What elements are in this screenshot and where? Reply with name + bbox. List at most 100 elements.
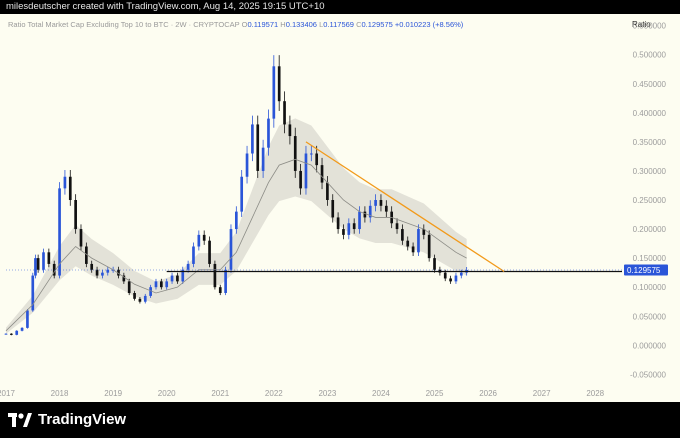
candle-body xyxy=(326,182,329,200)
candle-body xyxy=(181,269,185,282)
candle-body xyxy=(417,229,420,253)
attribution-text: milesdeutscher created with TradingView.… xyxy=(6,1,325,12)
trendline xyxy=(305,141,505,273)
x-tick-label: 2025 xyxy=(426,389,444,398)
candle-body xyxy=(449,278,452,282)
candle-body xyxy=(245,153,249,177)
candle-body xyxy=(186,263,190,270)
candle-body xyxy=(342,229,345,235)
candle-body xyxy=(79,229,83,247)
candle-body xyxy=(234,211,238,230)
candle-body xyxy=(251,124,254,154)
candle-body xyxy=(143,295,147,302)
candle-body xyxy=(74,200,77,230)
candle-body xyxy=(202,234,206,241)
candle-body xyxy=(133,293,136,299)
candle-body xyxy=(299,170,302,189)
candle-body xyxy=(406,240,410,247)
candle-body xyxy=(315,153,319,166)
y-tick-label: -0.050000 xyxy=(630,370,667,379)
open-value: 0.119571 xyxy=(247,20,279,29)
candle-body xyxy=(256,124,260,171)
x-tick-label: 2018 xyxy=(51,389,69,398)
y-tick-label: 0.450000 xyxy=(633,80,667,89)
x-tick-label: 2020 xyxy=(158,389,176,398)
candle-body xyxy=(192,246,195,264)
candle-body xyxy=(384,205,388,212)
y-tick-label: 0.050000 xyxy=(633,312,667,321)
x-tick-label: 2023 xyxy=(318,389,336,398)
y-tick-label: 0.300000 xyxy=(633,167,667,176)
candle-body xyxy=(122,275,126,282)
candle-body xyxy=(358,211,361,230)
candle-body xyxy=(293,136,297,171)
candle-body xyxy=(331,200,335,218)
candle-body xyxy=(58,188,61,276)
candle-body xyxy=(165,281,169,288)
candle-body xyxy=(320,165,324,183)
candle-body xyxy=(15,330,19,335)
candle-body xyxy=(411,246,415,253)
change-value: +0.010223 (+8.56%) xyxy=(394,20,464,29)
candle-body xyxy=(229,229,233,270)
tradingview-logo[interactable]: TradingView xyxy=(8,411,126,428)
y-tick-label: 0.000000 xyxy=(633,341,667,350)
candle-body xyxy=(111,269,115,271)
candle-body xyxy=(36,258,40,270)
candle-body xyxy=(47,252,51,264)
candle-body xyxy=(347,223,351,235)
candle-body xyxy=(106,269,110,273)
scale-ratio-button[interactable]: Ratio xyxy=(632,20,651,29)
candle-body xyxy=(224,269,227,293)
candle-body xyxy=(117,269,120,276)
candle-body xyxy=(101,272,104,276)
x-tick-label: 2026 xyxy=(479,389,497,398)
candle-body xyxy=(240,176,244,212)
candle-body xyxy=(26,310,29,328)
candle-body xyxy=(304,153,308,189)
candle-body xyxy=(31,275,35,311)
candle-body xyxy=(283,101,286,125)
candle-body xyxy=(208,240,211,264)
symbol-title: Ratio Total Market Cap Excluding Top 10 … xyxy=(8,20,240,29)
y-axis: 0.550000 0.500000 0.450000 0.400000 0.350000… xyxy=(630,22,667,380)
x-axis: 2017 2018 2019 2020 2021 2022 2023 2024 2025 2026… xyxy=(0,389,605,398)
candle-body xyxy=(160,281,163,288)
brand-name: TradingView xyxy=(38,411,127,428)
candle-body xyxy=(154,281,158,288)
candle-body xyxy=(20,327,24,331)
candle-body xyxy=(42,252,45,270)
price-chart[interactable]: 0.550000 0.500000 0.450000 0.400000 0.350000… xyxy=(0,14,680,402)
x-tick-label: 2028 xyxy=(586,389,604,398)
x-tick-label: 2027 xyxy=(533,389,551,398)
y-tick-label: 0.500000 xyxy=(633,51,667,60)
candle-body xyxy=(213,263,217,288)
candle-body xyxy=(138,298,142,302)
candle-body xyxy=(379,200,383,206)
candle-body xyxy=(4,333,8,335)
tradingview-icon xyxy=(8,412,32,427)
chart-panel[interactable]: Ratio Total Market Cap Excluding Top 10 … xyxy=(0,14,680,402)
high-value: 0.133406 xyxy=(285,20,317,29)
candle-body xyxy=(288,124,292,137)
symbol-legend: Ratio Total Market Cap Excluding Top 10 … xyxy=(8,20,463,29)
price-tag: 0.129575 xyxy=(624,264,668,276)
candle-body xyxy=(374,200,377,206)
y-tick-label: 0.350000 xyxy=(633,138,667,147)
y-tick-label: 0.200000 xyxy=(633,225,667,234)
candle-body xyxy=(261,147,265,171)
open-label: O xyxy=(241,20,248,29)
candle-body xyxy=(422,229,426,235)
x-tick-label: 2021 xyxy=(211,389,229,398)
candle-body xyxy=(368,205,372,218)
high-label: H xyxy=(280,20,286,29)
x-tick-label: 2017 xyxy=(0,389,15,398)
x-tick-label: 2022 xyxy=(265,389,283,398)
candle-body xyxy=(267,118,270,148)
candle-body xyxy=(176,275,179,282)
candle-body xyxy=(218,287,222,293)
candle-body xyxy=(10,333,13,335)
candle-body xyxy=(85,246,88,264)
candle-body xyxy=(90,263,94,270)
candle-body xyxy=(309,153,313,155)
